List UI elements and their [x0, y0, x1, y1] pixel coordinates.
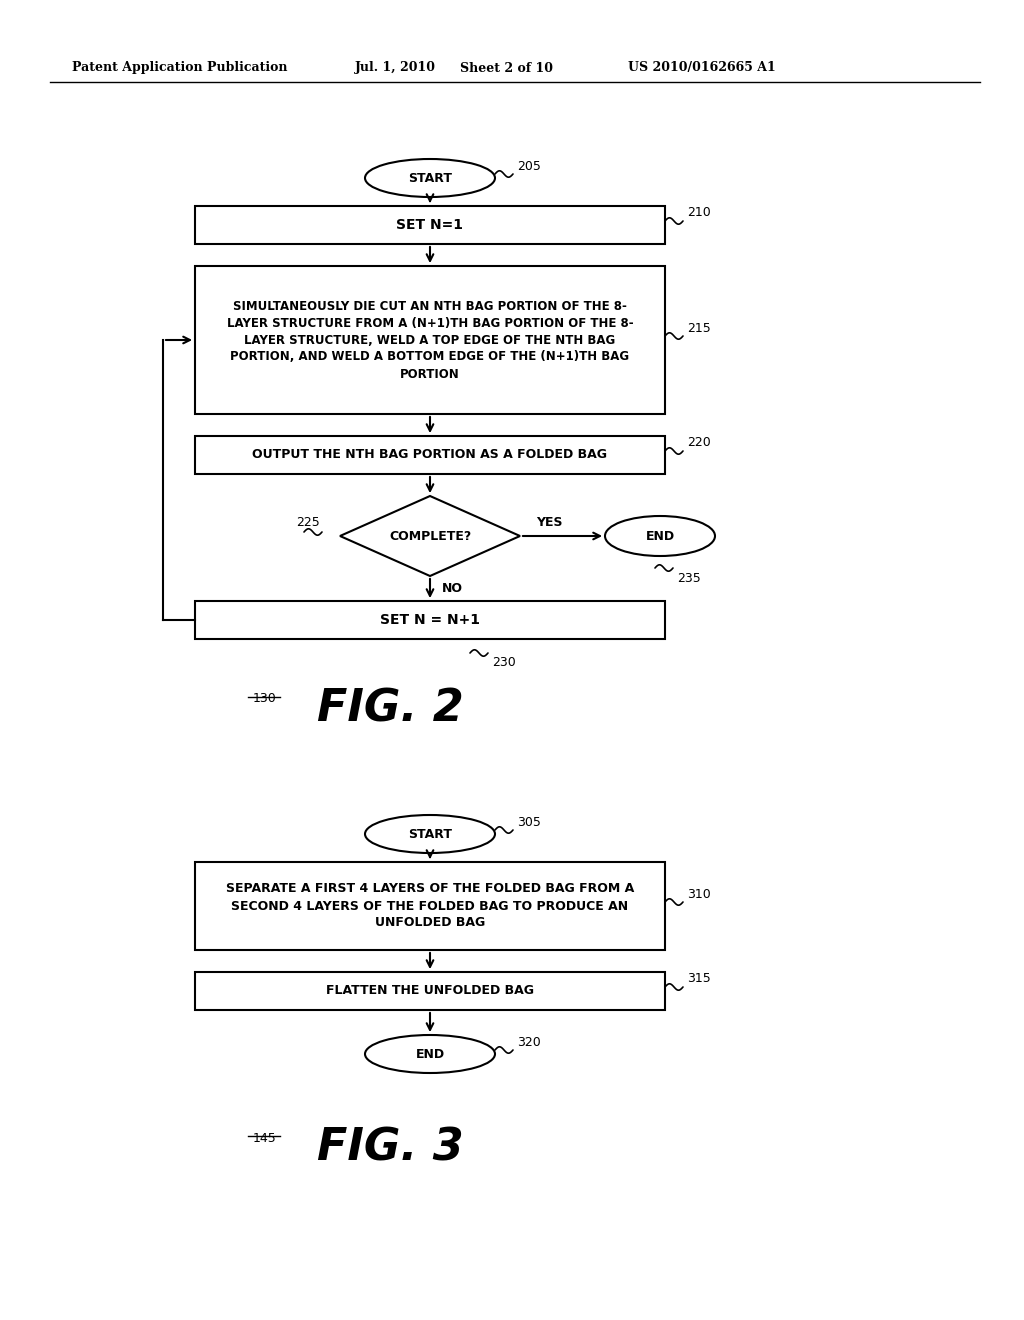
Text: 310: 310 [687, 887, 711, 900]
Text: FIG. 2: FIG. 2 [316, 688, 464, 730]
Text: FLATTEN THE UNFOLDED BAG: FLATTEN THE UNFOLDED BAG [326, 985, 534, 998]
Text: 230: 230 [492, 656, 516, 669]
Text: SEPARATE A FIRST 4 LAYERS OF THE FOLDED BAG FROM A
SECOND 4 LAYERS OF THE FOLDED: SEPARATE A FIRST 4 LAYERS OF THE FOLDED … [226, 883, 634, 929]
Text: Sheet 2 of 10: Sheet 2 of 10 [460, 62, 553, 74]
Text: 320: 320 [517, 1035, 541, 1048]
Bar [195, 862, 665, 950]
Text: NO: NO [442, 582, 463, 594]
Text: 215: 215 [687, 322, 711, 334]
Text: END: END [645, 529, 675, 543]
Text: SET N = N+1: SET N = N+1 [380, 612, 480, 627]
Text: END: END [416, 1048, 444, 1060]
Text: 210: 210 [687, 206, 711, 219]
Text: START: START [408, 828, 452, 841]
Text: 130: 130 [253, 693, 276, 705]
Text: YES: YES [536, 516, 562, 528]
Text: Patent Application Publication: Patent Application Publication [72, 62, 288, 74]
Text: 315: 315 [687, 973, 711, 986]
Bar [195, 206, 665, 244]
Bar [195, 436, 665, 474]
Text: US 2010/0162665 A1: US 2010/0162665 A1 [628, 62, 776, 74]
Text: 145: 145 [253, 1131, 276, 1144]
Text: 305: 305 [517, 816, 541, 829]
Text: 235: 235 [677, 572, 700, 585]
Bar [195, 601, 665, 639]
Text: Jul. 1, 2010: Jul. 1, 2010 [355, 62, 436, 74]
Bar [195, 267, 665, 414]
Text: COMPLETE?: COMPLETE? [389, 529, 471, 543]
Text: START: START [408, 172, 452, 185]
Text: OUTPUT THE NTH BAG PORTION AS A FOLDED BAG: OUTPUT THE NTH BAG PORTION AS A FOLDED B… [253, 449, 607, 462]
Text: 205: 205 [517, 160, 541, 173]
Text: SIMULTANEOUSLY DIE CUT AN NTH BAG PORTION OF THE 8-
LAYER STRUCTURE FROM A (N+1): SIMULTANEOUSLY DIE CUT AN NTH BAG PORTIO… [226, 300, 633, 380]
Text: FIG. 3: FIG. 3 [316, 1126, 464, 1170]
Text: SET N=1: SET N=1 [396, 218, 464, 232]
Bar [195, 972, 665, 1010]
Text: 225: 225 [296, 516, 319, 528]
Text: 220: 220 [687, 437, 711, 450]
